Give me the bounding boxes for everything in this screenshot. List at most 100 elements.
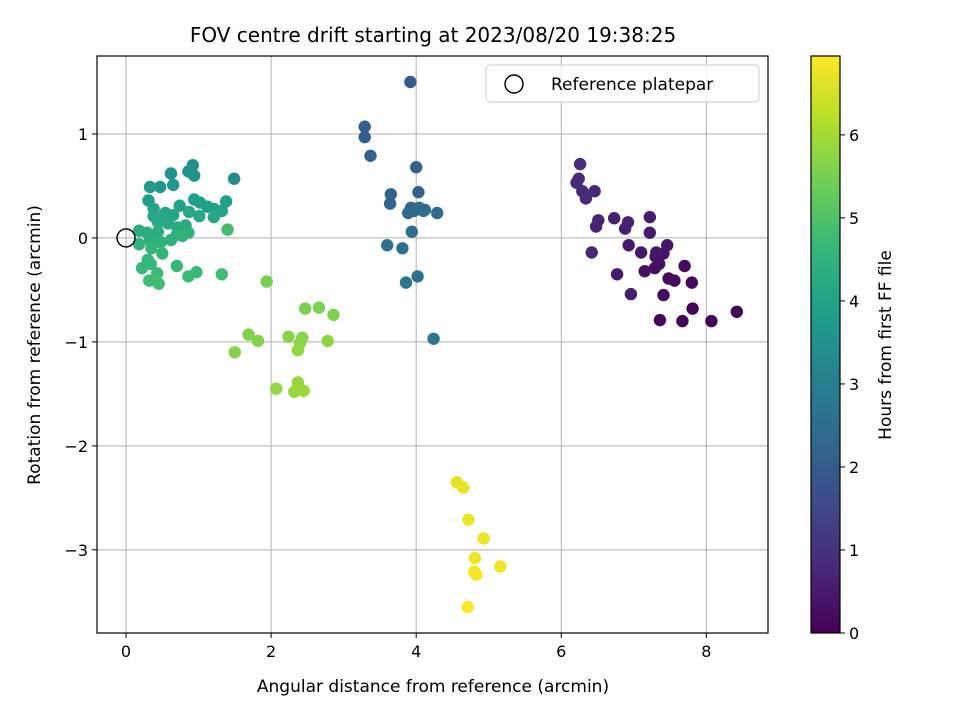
x-tick-label: 0 (121, 642, 131, 661)
data-point (164, 167, 178, 180)
colorbar-tick-label: 4 (849, 292, 859, 311)
data-point (207, 210, 220, 224)
colorbar-tick-label: 6 (849, 126, 859, 145)
data-point (282, 330, 295, 343)
data-point (156, 247, 169, 260)
data-point (291, 344, 305, 357)
data-point (364, 149, 377, 162)
y-tick-label: 0 (78, 229, 88, 248)
data-point (412, 186, 425, 199)
data-point (153, 180, 167, 194)
data-point (643, 210, 656, 224)
data-point (167, 178, 180, 192)
data-point (650, 246, 663, 259)
data-point (193, 209, 206, 223)
data-point (228, 346, 241, 359)
data-point (410, 161, 423, 174)
data-point (227, 172, 241, 185)
colorbar-tick-label: 1 (849, 541, 859, 560)
colorbar-tick-label: 2 (849, 458, 859, 477)
data-point (610, 268, 624, 281)
data-point (462, 513, 475, 526)
data-point (132, 238, 146, 251)
data-point (221, 223, 234, 236)
data-point (288, 385, 301, 398)
data-point (585, 246, 598, 259)
legend-box (485, 64, 760, 103)
colorbar-gradient (811, 56, 840, 633)
chart-title: FOV centre drift starting at 2023/08/20 … (190, 23, 676, 47)
data-point (145, 242, 158, 255)
data-point (299, 302, 312, 315)
data-point (676, 314, 689, 328)
data-point (662, 272, 675, 285)
data-point (661, 239, 674, 252)
data-point (143, 180, 157, 194)
data-point (634, 246, 648, 259)
data-point (588, 185, 601, 198)
data-point (151, 267, 164, 280)
data-point (494, 560, 507, 573)
data-point (143, 274, 156, 287)
data-point (573, 157, 587, 171)
colorbar-label: Hours from first FF file (876, 250, 896, 440)
data-point (468, 551, 482, 565)
data-point (383, 197, 397, 210)
data-point (396, 242, 409, 255)
data-point (381, 239, 394, 252)
x-tick-label: 6 (556, 642, 566, 661)
data-point (638, 265, 651, 278)
x-tick-label: 4 (411, 642, 421, 661)
data-point (572, 172, 585, 185)
data-point (358, 120, 371, 133)
data-point (312, 301, 326, 314)
data-point (215, 268, 228, 281)
plot-border (96, 55, 769, 634)
data-point (643, 226, 656, 239)
data-point (657, 288, 670, 302)
data-point (188, 169, 201, 182)
data-point (653, 313, 667, 327)
data-point (297, 384, 310, 397)
data-point (384, 188, 397, 201)
data-point (431, 206, 444, 220)
data-point (135, 261, 149, 275)
data-point (270, 382, 283, 395)
y-axis-ticks: −3 −2 −1 0 1 (64, 125, 97, 560)
data-point (418, 203, 432, 217)
data-point (427, 332, 440, 345)
data-point (152, 277, 165, 290)
data-point (461, 600, 474, 614)
data-point (173, 199, 186, 212)
data-point (251, 334, 265, 348)
colorbar: 0 1 2 3 4 5 6 Hours from first FF file (810, 55, 896, 643)
data-point (151, 225, 165, 238)
y-tick-label: −1 (64, 333, 88, 352)
y-axis-label: Rotation from reference (arcmin) (25, 205, 45, 485)
data-point (686, 302, 699, 315)
x-tick-label: 2 (266, 642, 276, 661)
data-point (161, 217, 175, 230)
data-point (477, 532, 490, 545)
data-point (154, 235, 167, 249)
data-point (621, 216, 635, 229)
data-point (151, 216, 165, 229)
data-point (470, 568, 483, 581)
legend: Reference platepar (485, 64, 760, 103)
colorbar-ticks: 0 1 2 3 4 5 6 (840, 126, 859, 643)
data-point (730, 305, 743, 318)
data-point (404, 75, 417, 89)
x-tick-label: 8 (701, 642, 711, 661)
colorbar-tick-label: 3 (849, 375, 859, 394)
data-point (164, 233, 178, 247)
reference-platepar-marker (116, 228, 136, 248)
y-tick-label: −2 (64, 437, 88, 456)
data-point (219, 195, 233, 208)
data-point (260, 275, 273, 288)
data-point (327, 308, 340, 322)
legend-marker-icon (504, 74, 524, 94)
data-point (685, 276, 698, 289)
data-point (405, 225, 418, 238)
colorbar-border (810, 55, 841, 634)
